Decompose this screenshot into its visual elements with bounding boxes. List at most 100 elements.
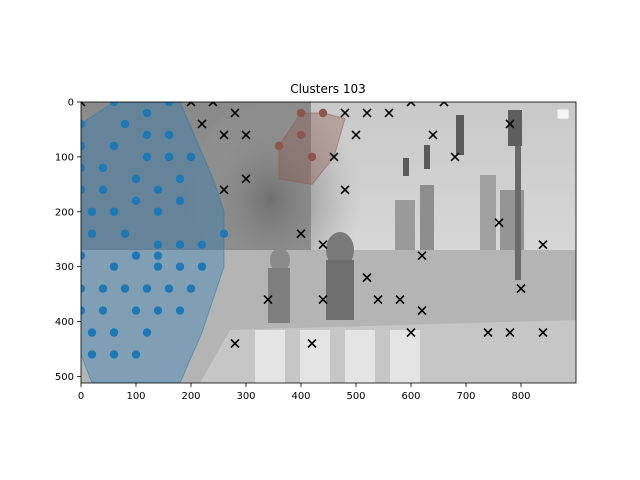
cluster-0-point	[81, 163, 86, 173]
noise-point	[241, 130, 251, 140]
noise-point	[417, 305, 427, 316]
cluster-0-point	[120, 284, 130, 293]
noise-point	[307, 338, 317, 349]
noise-point	[329, 152, 339, 162]
cluster-0-point	[81, 251, 86, 260]
cluster-0-point	[164, 102, 174, 107]
noise-point	[219, 130, 229, 140]
cluster-0-point	[81, 306, 86, 315]
cluster-0-point	[186, 152, 196, 162]
cluster-1-point	[318, 108, 328, 118]
cluster-0-point	[175, 196, 185, 205]
cluster-1-point	[296, 108, 306, 118]
noise-point	[318, 240, 328, 250]
cluster-0-point	[109, 141, 119, 151]
noise-point	[516, 284, 526, 294]
cluster-0-point	[164, 130, 174, 140]
cluster-0-point	[131, 306, 141, 315]
cluster-0-point	[197, 262, 207, 271]
cluster-0-point	[98, 163, 108, 173]
cluster-0-point	[131, 251, 141, 260]
cluster-0-point	[153, 185, 163, 195]
plot-area	[81, 102, 548, 383]
cluster-1-point	[307, 152, 317, 162]
noise-point	[406, 102, 416, 107]
cluster-0-point	[153, 240, 163, 249]
y-tick-label: 400	[55, 317, 74, 328]
y-tick-label: 500	[55, 372, 74, 383]
legend-box	[556, 108, 570, 120]
cluster-0-point	[142, 328, 152, 337]
cluster-0-point	[175, 306, 185, 315]
y-tick-label: 300	[55, 262, 74, 273]
cluster-0-point	[120, 229, 130, 238]
noise-point	[197, 119, 207, 129]
cluster-0-point	[81, 141, 86, 151]
noise-point	[230, 108, 240, 118]
cluster-0-point	[131, 350, 141, 359]
x-tick-label: 400	[291, 391, 310, 402]
cluster-0-point	[175, 174, 185, 184]
cluster-0-point	[153, 207, 163, 216]
y-tick-label: 100	[55, 152, 74, 163]
noise-point	[230, 338, 240, 349]
x-tick-label: 100	[126, 391, 145, 402]
noise-point	[406, 327, 416, 338]
y-tick-label: 200	[55, 207, 74, 218]
x-tick-label: 0	[78, 391, 84, 402]
cluster-0-point	[142, 152, 152, 162]
cluster-0-point	[164, 152, 174, 162]
noise-point	[395, 295, 405, 305]
noise-point	[538, 327, 548, 338]
x-tick-label: 500	[346, 391, 365, 402]
cluster-0-point	[81, 284, 86, 293]
y-tick-label: 0	[68, 98, 74, 109]
cluster-0-point	[87, 328, 97, 337]
x-tick-label: 300	[236, 391, 255, 402]
noise-point	[219, 185, 229, 195]
cluster-0-point	[175, 262, 185, 271]
noise-point	[208, 102, 218, 107]
cluster-0-point	[142, 130, 152, 140]
noise-point	[373, 295, 383, 305]
cluster-0-point	[164, 284, 174, 293]
noise-point	[340, 108, 350, 118]
cluster-0-point	[153, 262, 163, 271]
noise-point	[417, 251, 427, 261]
cluster-0-point	[175, 240, 185, 249]
cluster-0-point	[197, 240, 207, 249]
cluster-0-point	[219, 229, 229, 238]
x-tick-label: 700	[456, 391, 475, 402]
chart-title: Clusters 103	[290, 82, 366, 96]
cluster-hull-0	[81, 102, 225, 383]
noise-point	[241, 174, 251, 184]
cluster-0-point	[153, 251, 163, 260]
noise-point	[81, 102, 86, 107]
noise-point	[362, 108, 372, 118]
cluster-0-point	[142, 108, 152, 118]
x-tick-label: 200	[181, 391, 200, 402]
cluster-0-point	[87, 350, 97, 359]
noise-point	[362, 273, 372, 283]
cluster-0-point	[131, 174, 141, 184]
cluster-1-point	[296, 130, 306, 140]
cluster-0-point	[120, 119, 130, 129]
cluster-0-point	[87, 207, 97, 216]
noise-point	[505, 327, 515, 338]
noise-point	[428, 130, 438, 140]
noise-point	[384, 108, 394, 118]
cluster-0-point	[81, 185, 86, 195]
noise-point	[351, 130, 361, 140]
cluster-0-point	[153, 306, 163, 315]
cluster-0-point	[98, 185, 108, 195]
cluster-0-point	[98, 284, 108, 293]
cluster-0-point	[109, 328, 119, 337]
background-photo	[81, 102, 576, 383]
plot-frame	[80, 101, 577, 384]
noise-point	[296, 229, 306, 239]
cluster-0-point	[81, 119, 86, 129]
cluster-0-point	[109, 350, 119, 359]
noise-point	[263, 295, 273, 305]
noise-point	[505, 119, 515, 129]
cluster-0-point	[109, 262, 119, 271]
